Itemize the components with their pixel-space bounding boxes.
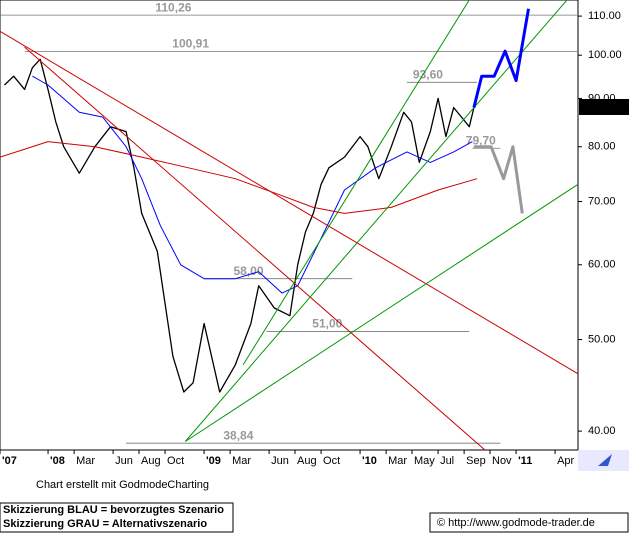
x-tick-label: Aug (297, 455, 317, 467)
series-line (184, 0, 568, 442)
url-box (429, 512, 629, 533)
y-tick-label: 50.00 (588, 333, 616, 345)
series-line (3, 58, 475, 393)
x-tick-label: Jun (271, 455, 289, 467)
level-label: 79,70 (466, 133, 496, 147)
x-tick-label: '10 (362, 455, 377, 467)
x-tick-label: '08 (50, 455, 65, 467)
corner (578, 450, 629, 471)
level-label: 93,60 (413, 67, 443, 81)
x-tick-label: Oct (323, 455, 340, 467)
scenario-line (473, 145, 524, 214)
x-tick-label: Aug (141, 455, 161, 467)
level-label: 110,26 (155, 0, 191, 14)
legend-blue: Skizzierung BLAU = bevorzugtes Szenario (3, 504, 224, 516)
series-line (32, 75, 473, 294)
series-line (24, 46, 486, 451)
x-tick-label: Jul (440, 455, 454, 467)
level-label: 58,00 (234, 264, 264, 278)
level-label: 51,00 (312, 317, 342, 331)
x-tick-label: Oct (167, 455, 184, 467)
y-tick-label: 40.00 (588, 425, 616, 437)
level-label: 100,91 (172, 37, 209, 51)
legend-gray: Skizzierung GRAU = Alternativszenario (3, 518, 207, 530)
credit: Chart erstellt mit GodmodeCharting (36, 479, 209, 491)
last-price-box (579, 98, 629, 115)
series-line (0, 141, 478, 214)
plot-frame (0, 0, 579, 451)
scenario-line (472, 8, 530, 108)
x-tick-label: Mar (232, 455, 251, 467)
y-tick-label: 80.00 (588, 141, 616, 153)
series-line (185, 183, 579, 442)
series-line (0, 30, 579, 375)
x-tick-label: '07 (2, 455, 17, 467)
url: © http://www.godmode-trader.de (437, 517, 595, 529)
y-tick-label: 60.00 (588, 259, 616, 271)
x-tick-label: Nov (492, 455, 512, 467)
x-tick-label: Sep (466, 455, 486, 467)
x-tick-label: Mar (76, 455, 95, 467)
y-tick-label: 100.00 (588, 49, 622, 61)
x-tick-label: Mar (388, 455, 407, 467)
x-tick-label: Jun (115, 455, 133, 467)
y-tick-label: 70.00 (588, 195, 616, 207)
legend-box (0, 502, 234, 533)
series-line (242, 0, 470, 366)
level-label: 38,84 (223, 428, 253, 442)
x-tick-label: '09 (206, 455, 221, 467)
last-price-label: 88,14 (584, 101, 612, 113)
y-tick-label: 110.00 (588, 10, 621, 22)
x-tick-label: May (414, 455, 435, 467)
x-tick-label: Apr (557, 455, 574, 467)
x-tick-label: '11 (518, 455, 532, 467)
corner-icon (598, 454, 612, 466)
